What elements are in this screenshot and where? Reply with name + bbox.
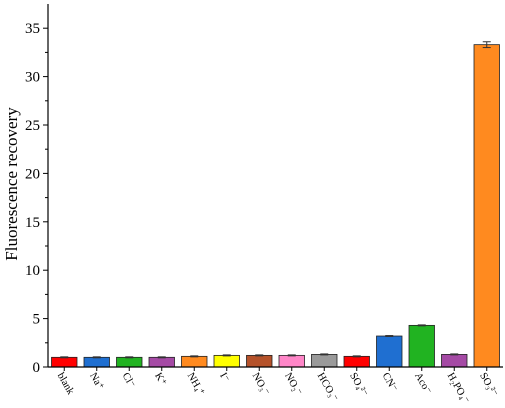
bar-1 (83, 356, 110, 368)
x-tick-label-6: NO₃⁻ (250, 371, 272, 398)
bar-5 (213, 354, 240, 368)
x-tick-label-5: I⁻ (217, 371, 231, 385)
axes-layer (47, 4, 503, 368)
bar-10 (376, 335, 403, 368)
x-tick-label-3: K⁺ (152, 371, 168, 388)
error-bars-layer (60, 41, 491, 359)
x-tick-label-0: blank (55, 371, 77, 397)
bar-6 (246, 354, 273, 368)
bar-2 (116, 356, 143, 368)
bar-13 (473, 44, 500, 368)
bar-8 (311, 354, 338, 368)
x-tick-label-11: Aco⁻ (412, 371, 433, 397)
x-tick-label-13: SO₃²⁻ (477, 371, 500, 399)
y-tick-label-4: 20 (25, 166, 40, 182)
x-tick-label-4: NH₄⁺ (185, 371, 207, 398)
x-tick-label-1: Na⁺ (87, 371, 106, 392)
x-tick-label-12: H₂PO₄⁻ (445, 371, 472, 406)
bar-3 (148, 356, 175, 368)
y-tick-label-0: 0 (33, 360, 41, 376)
bars-layer (51, 44, 500, 368)
x-ticks-layer: blank Na⁺ Cl⁻ K⁺ NH₄⁺ I⁻ NO₃⁻ NO₂⁻ HCO₃⁻ SO₄²⁻ CN⁻… (55, 367, 500, 406)
y-ticks-layer: 0 5 10 15 20 25 30 35 (25, 21, 48, 376)
x-tick-label-9: SO₄²⁻ (347, 371, 370, 399)
y-tick-label-1: 5 (33, 312, 41, 328)
bar-9 (343, 355, 370, 368)
x-tick-label-10: CN⁻ (380, 371, 400, 394)
y-tick-label-7: 35 (25, 21, 40, 37)
bar-12 (441, 354, 468, 368)
x-tick-label-2: Cl⁻ (120, 371, 137, 390)
x-tick-label-8: HCO₃⁻ (315, 371, 340, 404)
y-tick-label-2: 10 (25, 263, 40, 279)
bar-4 (181, 355, 208, 368)
bar-11 (408, 324, 435, 368)
x-tick-label-7: NO₂⁻ (282, 371, 304, 398)
bar-0 (51, 356, 78, 368)
bar-7 (278, 354, 305, 368)
y-tick-label-3: 15 (25, 215, 40, 231)
y-axis-label: Fluorescence recovery (2, 107, 21, 261)
y-tick-label-5: 25 (25, 118, 40, 134)
y-tick-label-6: 30 (25, 70, 40, 86)
